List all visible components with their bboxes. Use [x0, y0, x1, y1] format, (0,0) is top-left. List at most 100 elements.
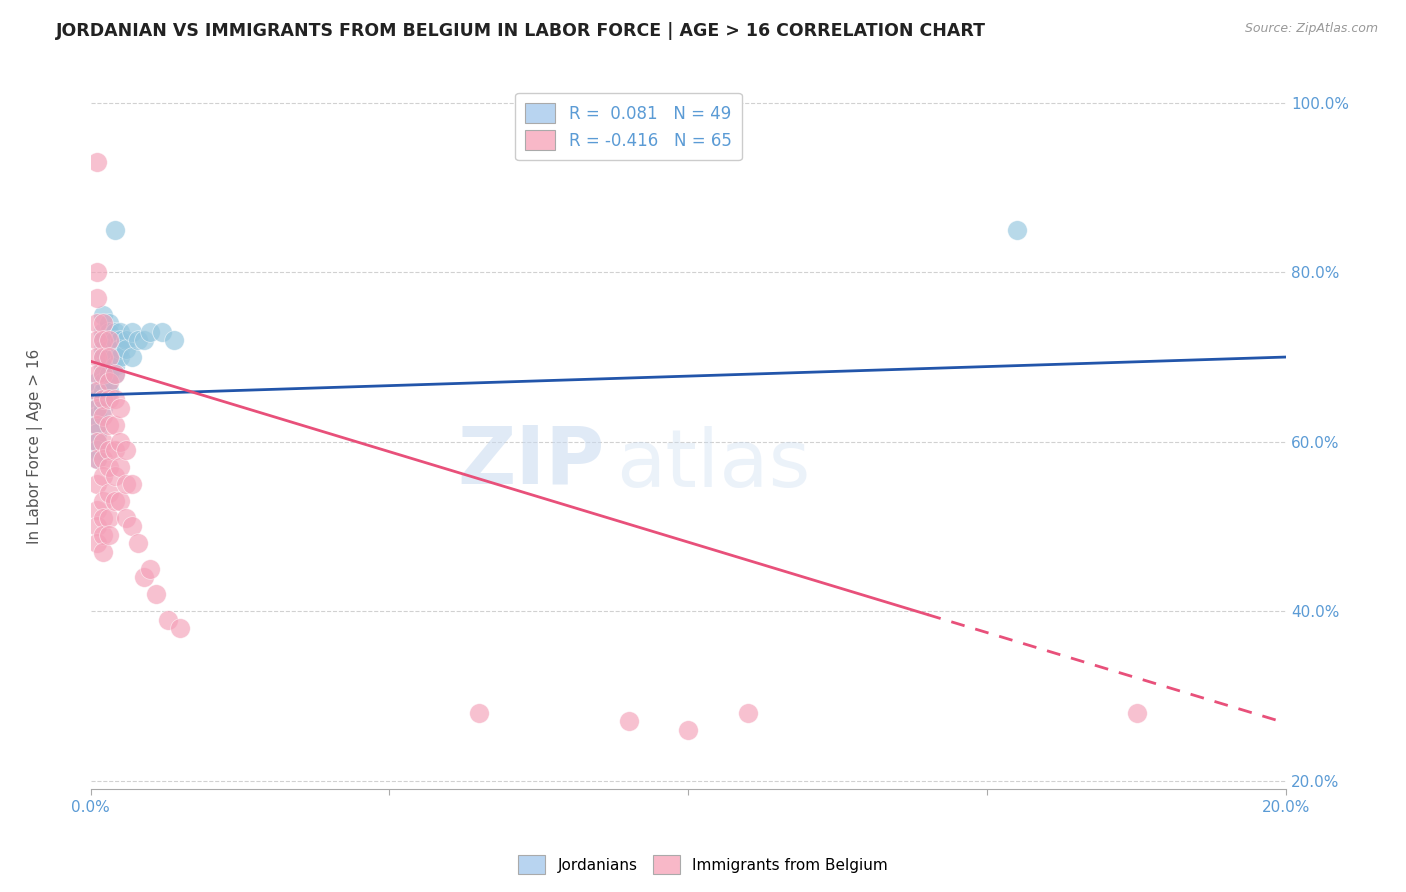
Point: [91, 333, 114, 347]
Point: [468, 706, 491, 720]
Point: [617, 714, 640, 729]
Point: [97, 325, 120, 339]
Text: JORDANIAN VS IMMIGRANTS FROM BELGIUM IN LABOR FORCE | AGE > 16 CORRELATION CHART: JORDANIAN VS IMMIGRANTS FROM BELGIUM IN …: [56, 22, 986, 40]
Legend: R =  0.081   N = 49, R = -0.416   N = 65: R = 0.081 N = 49, R = -0.416 N = 65: [516, 93, 741, 161]
Point: [86, 417, 108, 432]
Point: [110, 342, 132, 356]
Point: [103, 417, 125, 432]
Point: [103, 443, 125, 458]
Point: [91, 359, 114, 373]
Point: [91, 350, 114, 364]
Point: [86, 434, 108, 449]
Point: [86, 417, 108, 432]
Point: [97, 333, 120, 347]
Point: [97, 384, 120, 398]
Point: [91, 325, 114, 339]
Point: [115, 342, 138, 356]
Point: [86, 376, 108, 390]
Point: [86, 519, 108, 533]
Point: [86, 155, 108, 169]
Point: [91, 350, 114, 364]
Point: [97, 342, 120, 356]
Point: [97, 376, 120, 390]
Point: [110, 350, 132, 364]
Point: [103, 392, 125, 407]
Point: [91, 434, 114, 449]
Point: [86, 265, 108, 279]
Point: [115, 333, 138, 347]
Point: [169, 621, 191, 635]
Point: [97, 316, 120, 330]
Point: [97, 350, 120, 364]
Point: [97, 443, 120, 458]
Point: [163, 333, 186, 347]
Point: [97, 485, 120, 500]
Point: [86, 426, 108, 441]
Text: ZIP: ZIP: [457, 423, 605, 500]
Point: [110, 494, 132, 508]
Point: [86, 401, 108, 415]
Point: [91, 333, 114, 347]
Point: [86, 350, 108, 364]
Point: [86, 291, 108, 305]
Point: [91, 409, 114, 424]
Point: [86, 536, 108, 550]
Point: [97, 367, 120, 381]
Point: [91, 528, 114, 542]
Point: [86, 384, 108, 398]
Point: [103, 367, 125, 381]
Point: [86, 392, 108, 407]
Point: [86, 502, 108, 516]
Point: [91, 494, 114, 508]
Point: [121, 325, 143, 339]
Point: [103, 468, 125, 483]
Point: [97, 392, 120, 407]
Point: [139, 325, 162, 339]
Point: [91, 376, 114, 390]
Point: [91, 316, 114, 330]
Point: [86, 384, 108, 398]
Point: [127, 333, 149, 347]
Point: [86, 451, 108, 466]
Point: [134, 570, 156, 584]
Point: [678, 723, 700, 737]
Point: [110, 325, 132, 339]
Point: [139, 562, 162, 576]
Point: [1125, 706, 1147, 720]
Point: [115, 443, 138, 458]
Point: [110, 434, 132, 449]
Point: [121, 519, 143, 533]
Point: [134, 333, 156, 347]
Point: [121, 350, 143, 364]
Point: [86, 477, 108, 491]
Point: [97, 376, 120, 390]
Point: [97, 350, 120, 364]
Point: [121, 477, 143, 491]
Point: [150, 325, 173, 339]
Point: [86, 401, 108, 415]
Point: [1005, 223, 1028, 237]
Legend: Jordanians, Immigrants from Belgium: Jordanians, Immigrants from Belgium: [512, 849, 894, 880]
Text: Source: ZipAtlas.com: Source: ZipAtlas.com: [1244, 22, 1378, 36]
Point: [110, 460, 132, 475]
Text: In Labor Force | Age > 16: In Labor Force | Age > 16: [27, 349, 44, 543]
Point: [86, 333, 108, 347]
Point: [86, 409, 108, 424]
Text: atlas: atlas: [617, 426, 811, 504]
Point: [91, 451, 114, 466]
Point: [110, 401, 132, 415]
Point: [103, 325, 125, 339]
Point: [103, 359, 125, 373]
Point: [91, 367, 114, 381]
Point: [103, 223, 125, 237]
Point: [86, 443, 108, 458]
Point: [86, 367, 108, 381]
Point: [115, 511, 138, 525]
Point: [157, 613, 180, 627]
Point: [91, 468, 114, 483]
Point: [145, 587, 167, 601]
Point: [737, 706, 759, 720]
Point: [127, 536, 149, 550]
Point: [97, 333, 120, 347]
Point: [97, 460, 120, 475]
